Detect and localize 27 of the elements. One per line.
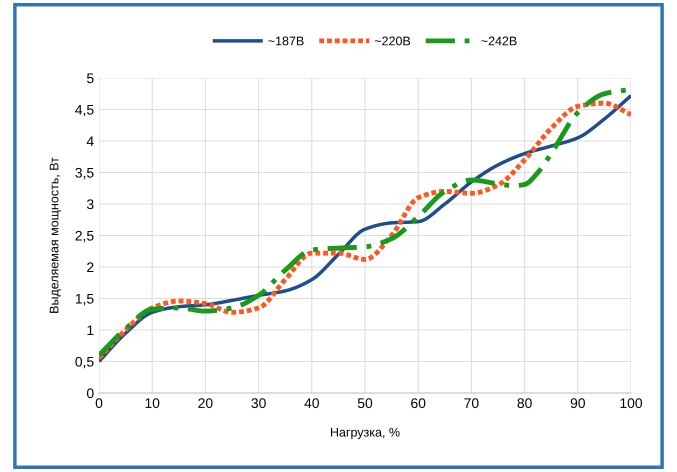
x-tick-label: 50 — [358, 398, 372, 408]
x-tick-label: 70 — [464, 398, 479, 408]
y-tick-label: 0,5 — [75, 356, 94, 368]
y-tick-label: 2,5 — [76, 230, 94, 242]
x-tick-label: 40 — [304, 398, 319, 408]
y-tick-label: 1,5 — [76, 294, 94, 306]
legend-label: ~187В — [268, 36, 304, 46]
y-tick-label: 3 — [86, 199, 94, 210]
y-tick-label: 1 — [87, 325, 94, 336]
x-tick-label: 100 — [620, 398, 642, 408]
x-tick-label: 60 — [411, 398, 426, 408]
x-tick-label: 10 — [146, 398, 160, 408]
y-tick-label: 4,5 — [75, 104, 94, 116]
legend-label: ~220В — [374, 36, 410, 46]
y-tick-label: 2 — [87, 262, 94, 272]
x-axis-title: Нагрузка, % — [330, 428, 400, 440]
x-tick-label: 80 — [517, 398, 532, 408]
x-tick-label: 20 — [198, 398, 213, 408]
y-tick-label: 5 — [86, 73, 94, 84]
x-tick-label: 90 — [570, 398, 585, 408]
y-tick-label: 4 — [86, 136, 94, 146]
y-tick-label: 3,5 — [75, 168, 94, 180]
y-axis-title: Выделяемая мощность, Вт — [50, 157, 61, 313]
x-tick-label: 30 — [251, 398, 266, 408]
x-tick-label: 0 — [96, 398, 102, 408]
legend-label: ~242В — [481, 36, 517, 46]
y-tick-label: 0 — [86, 388, 94, 398]
